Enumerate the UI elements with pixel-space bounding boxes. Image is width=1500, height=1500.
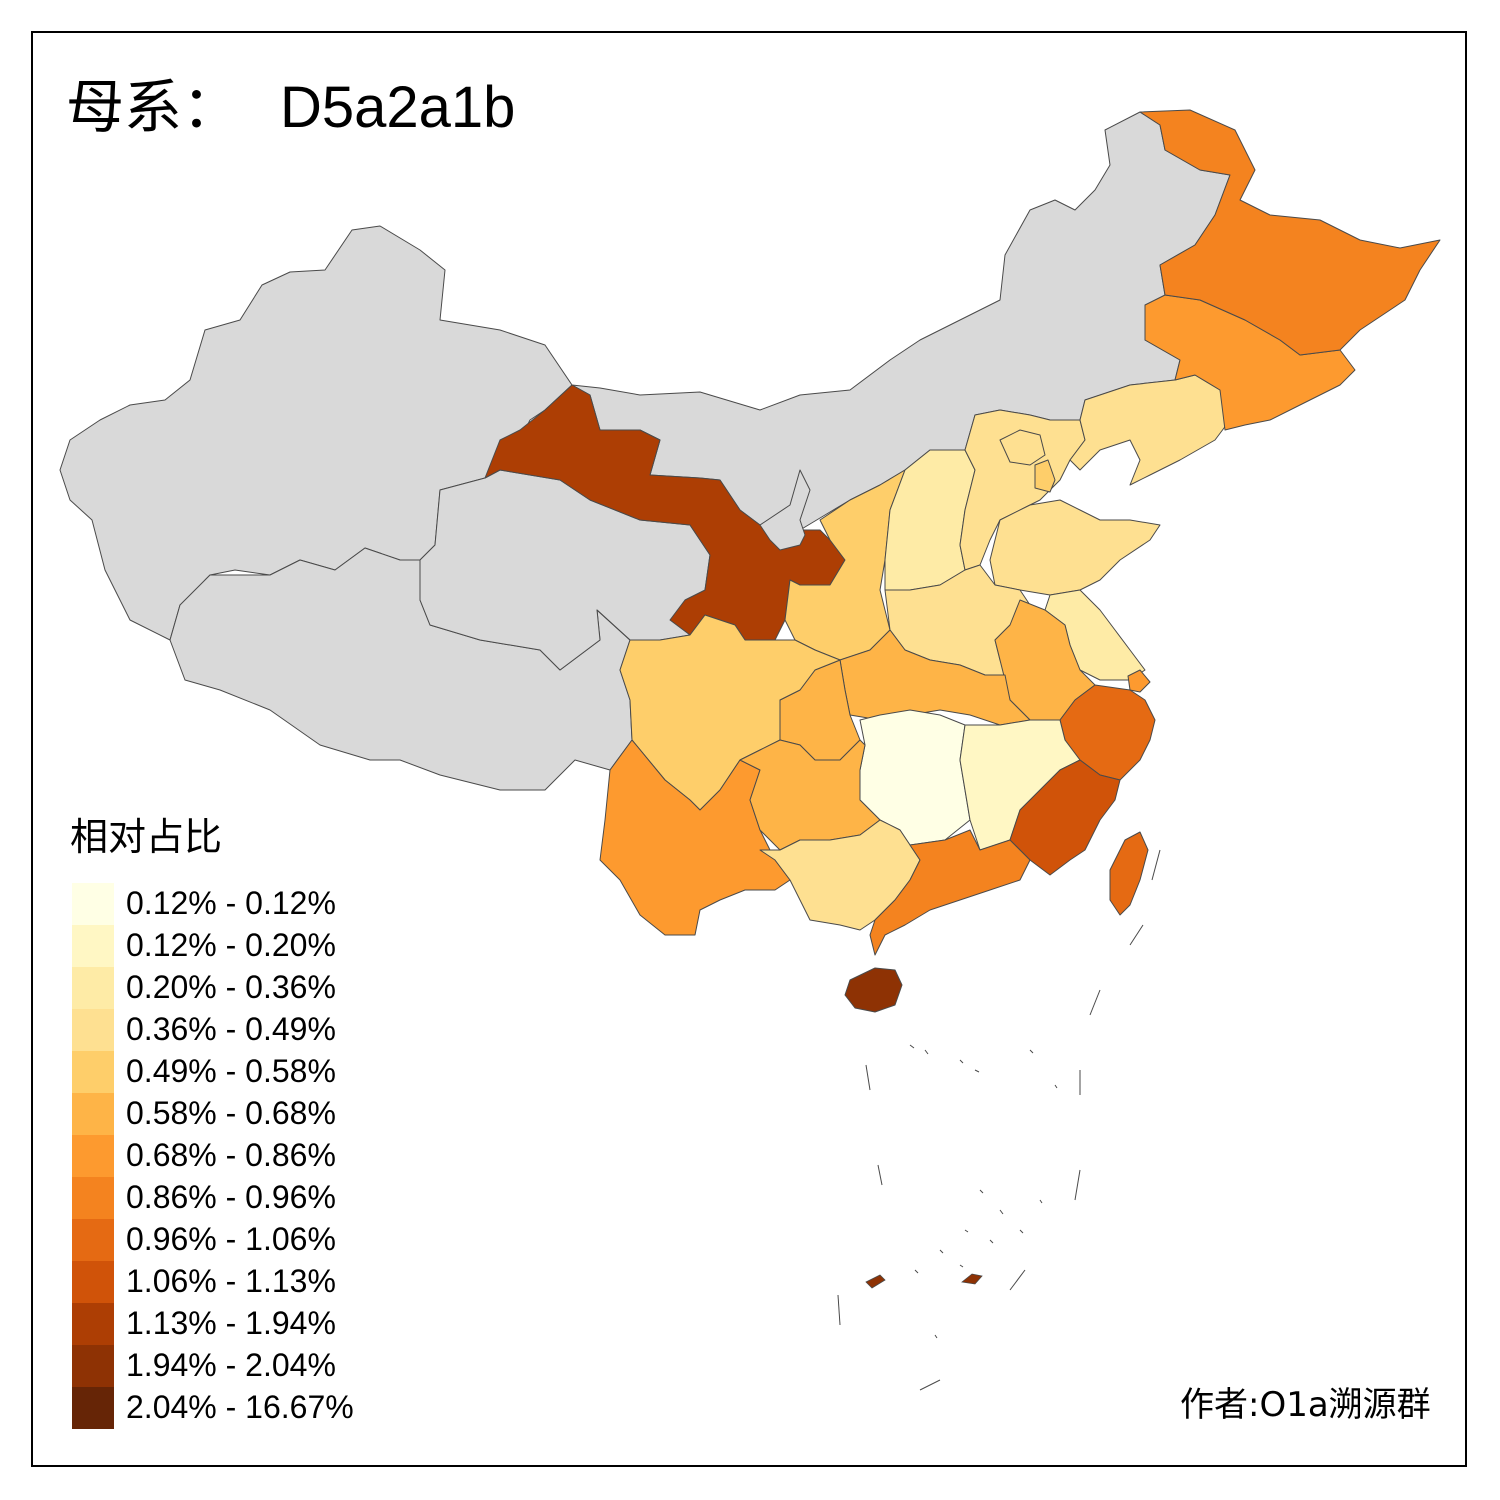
- region-shanghai: [1127, 669, 1151, 693]
- legend-item: 1.94% - 2.04%: [72, 1345, 392, 1387]
- legend-swatch: [72, 1009, 114, 1051]
- region-guizhou: [739, 739, 881, 851]
- legend-item: 0.68% - 0.86%: [72, 1135, 392, 1177]
- legend-label: 2.04% - 16.67%: [126, 1389, 354, 1425]
- legend-swatch: [72, 1177, 114, 1219]
- legend-label: 0.36% - 0.49%: [126, 1011, 336, 1047]
- legend-label: 0.96% - 1.06%: [126, 1221, 336, 1257]
- region-tianjin: [1034, 459, 1056, 493]
- haplogroup-label: D5a2a1b: [280, 75, 516, 140]
- legend-label: 0.58% - 0.68%: [126, 1095, 336, 1131]
- legend-label: 0.49% - 0.58%: [126, 1053, 336, 1089]
- legend-item: 0.12% - 0.20%: [72, 925, 392, 967]
- legend-swatch: [72, 1051, 114, 1093]
- legend-label: 1.06% - 1.13%: [126, 1263, 336, 1299]
- sea-islands: [837, 849, 1161, 1391]
- legend-swatch: [72, 1135, 114, 1177]
- legend-label: 0.12% - 0.12%: [126, 885, 336, 921]
- region-guangdong: [869, 829, 1031, 956]
- map-title: 母系： D5a2a1b: [66, 78, 515, 137]
- legend-item: 2.04% - 16.67%: [72, 1387, 392, 1429]
- legend-swatch: [72, 1387, 114, 1429]
- legend-swatch: [72, 883, 114, 925]
- legend-item: 0.96% - 1.06%: [72, 1219, 392, 1261]
- legend-item: 0.49% - 0.58%: [72, 1051, 392, 1093]
- legend-title: 相对占比: [70, 815, 223, 859]
- region-beijing: [999, 429, 1046, 466]
- legend-item: 0.36% - 0.49%: [72, 1009, 392, 1051]
- legend-label: 1.94% - 2.04%: [126, 1347, 336, 1383]
- legend: 0.12% - 0.12% 0.12% - 0.20% 0.20% - 0.36% 0…: [72, 883, 392, 1429]
- region-heilongjiang: [1139, 109, 1441, 356]
- legend-label: 0.20% - 0.36%: [126, 969, 336, 1005]
- legend-label: 0.86% - 0.96%: [126, 1179, 336, 1215]
- legend-swatch: [72, 1303, 114, 1345]
- legend-swatch: [72, 1345, 114, 1387]
- legend-item: 0.20% - 0.36%: [72, 967, 392, 1009]
- legend-label: 1.13% - 1.94%: [126, 1305, 336, 1341]
- legend-item: 1.13% - 1.94%: [72, 1303, 392, 1345]
- region-shandong: [989, 499, 1161, 596]
- legend-swatch: [72, 925, 114, 967]
- region-liaoning: [1069, 374, 1231, 486]
- legend-label: 0.12% - 0.20%: [126, 927, 336, 963]
- legend-swatch: [72, 1261, 114, 1303]
- region-hainan: [844, 967, 903, 1013]
- title-prefix: 母系：: [66, 73, 241, 141]
- legend-label: 0.68% - 0.86%: [126, 1137, 336, 1173]
- legend-swatch: [72, 1093, 114, 1135]
- legend-swatch: [72, 1219, 114, 1261]
- legend-swatch: [72, 967, 114, 1009]
- legend-item: 0.12% - 0.12%: [72, 883, 392, 925]
- region-inner-mongolia: [571, 111, 1231, 531]
- legend-item: 1.06% - 1.13%: [72, 1261, 392, 1303]
- region-ningxia: [759, 469, 811, 551]
- legend-item: 0.58% - 0.68%: [72, 1093, 392, 1135]
- author-credit: 作者:O1a溯源群: [1180, 1385, 1431, 1425]
- legend-item: 0.86% - 0.96%: [72, 1177, 392, 1219]
- region-taiwan: [1109, 831, 1149, 916]
